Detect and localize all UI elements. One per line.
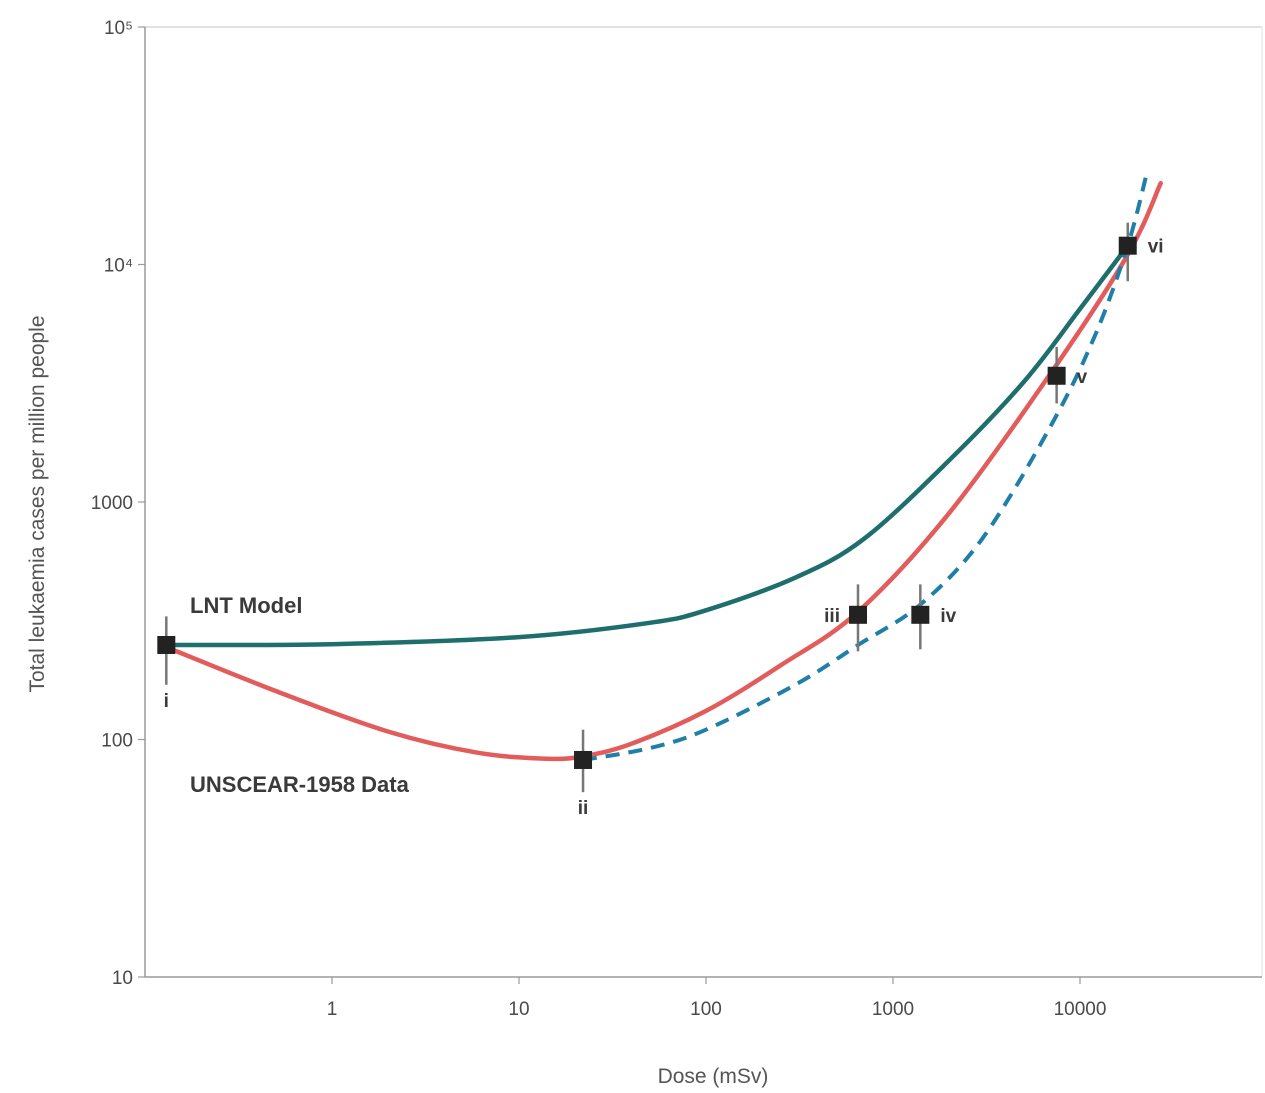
lnt-model-curve — [164, 243, 1130, 648]
x-tick-label: 1 — [327, 999, 338, 1020]
data-point-label: vi — [1148, 237, 1164, 258]
curves — [164, 169, 1163, 762]
y-tick-label: 100 — [101, 731, 133, 752]
data-point-label: iii — [824, 606, 840, 627]
data-point-label: i — [164, 691, 169, 712]
y-tick-label: 10⁴ — [104, 256, 133, 277]
data-point-marker — [1118, 236, 1137, 255]
unscear-data-label: UNSCEAR-1958 Data — [190, 772, 410, 797]
lnt-model-label: LNT Model — [190, 593, 302, 618]
data-point-marker — [911, 605, 930, 624]
x-tick-label: 10000 — [1054, 999, 1107, 1020]
data-point-marker — [574, 750, 593, 769]
x-axis-label: Dose (mSv) — [658, 1065, 769, 1088]
data-point-label: ii — [578, 798, 589, 819]
data-point-marker — [157, 635, 176, 654]
y-axis-label: Total leukaemia cases per million people — [26, 315, 49, 692]
x-tick-label: 1000 — [872, 999, 914, 1020]
x-tick-label: 100 — [690, 999, 722, 1020]
x-tick-label: 10 — [508, 999, 529, 1020]
y-tick-label: 1000 — [91, 493, 133, 514]
axes: 1 10 100 1000 10000 10 100 1000 10⁴ 10⁵ — [91, 18, 1263, 1020]
y-tick-label: 10 — [112, 968, 133, 989]
unscear-data-curve — [164, 180, 1163, 762]
data-point-marker — [1047, 366, 1066, 385]
data-point-marker — [849, 605, 868, 624]
data-point-label: v — [1077, 367, 1088, 388]
y-tick-label: 10⁵ — [104, 18, 133, 39]
data-point-label: iv — [940, 606, 956, 627]
labels: LNT Model UNSCEAR-1958 Data Dose (mSv) T… — [26, 315, 768, 1088]
dashed-fit-curve — [582, 169, 1150, 762]
